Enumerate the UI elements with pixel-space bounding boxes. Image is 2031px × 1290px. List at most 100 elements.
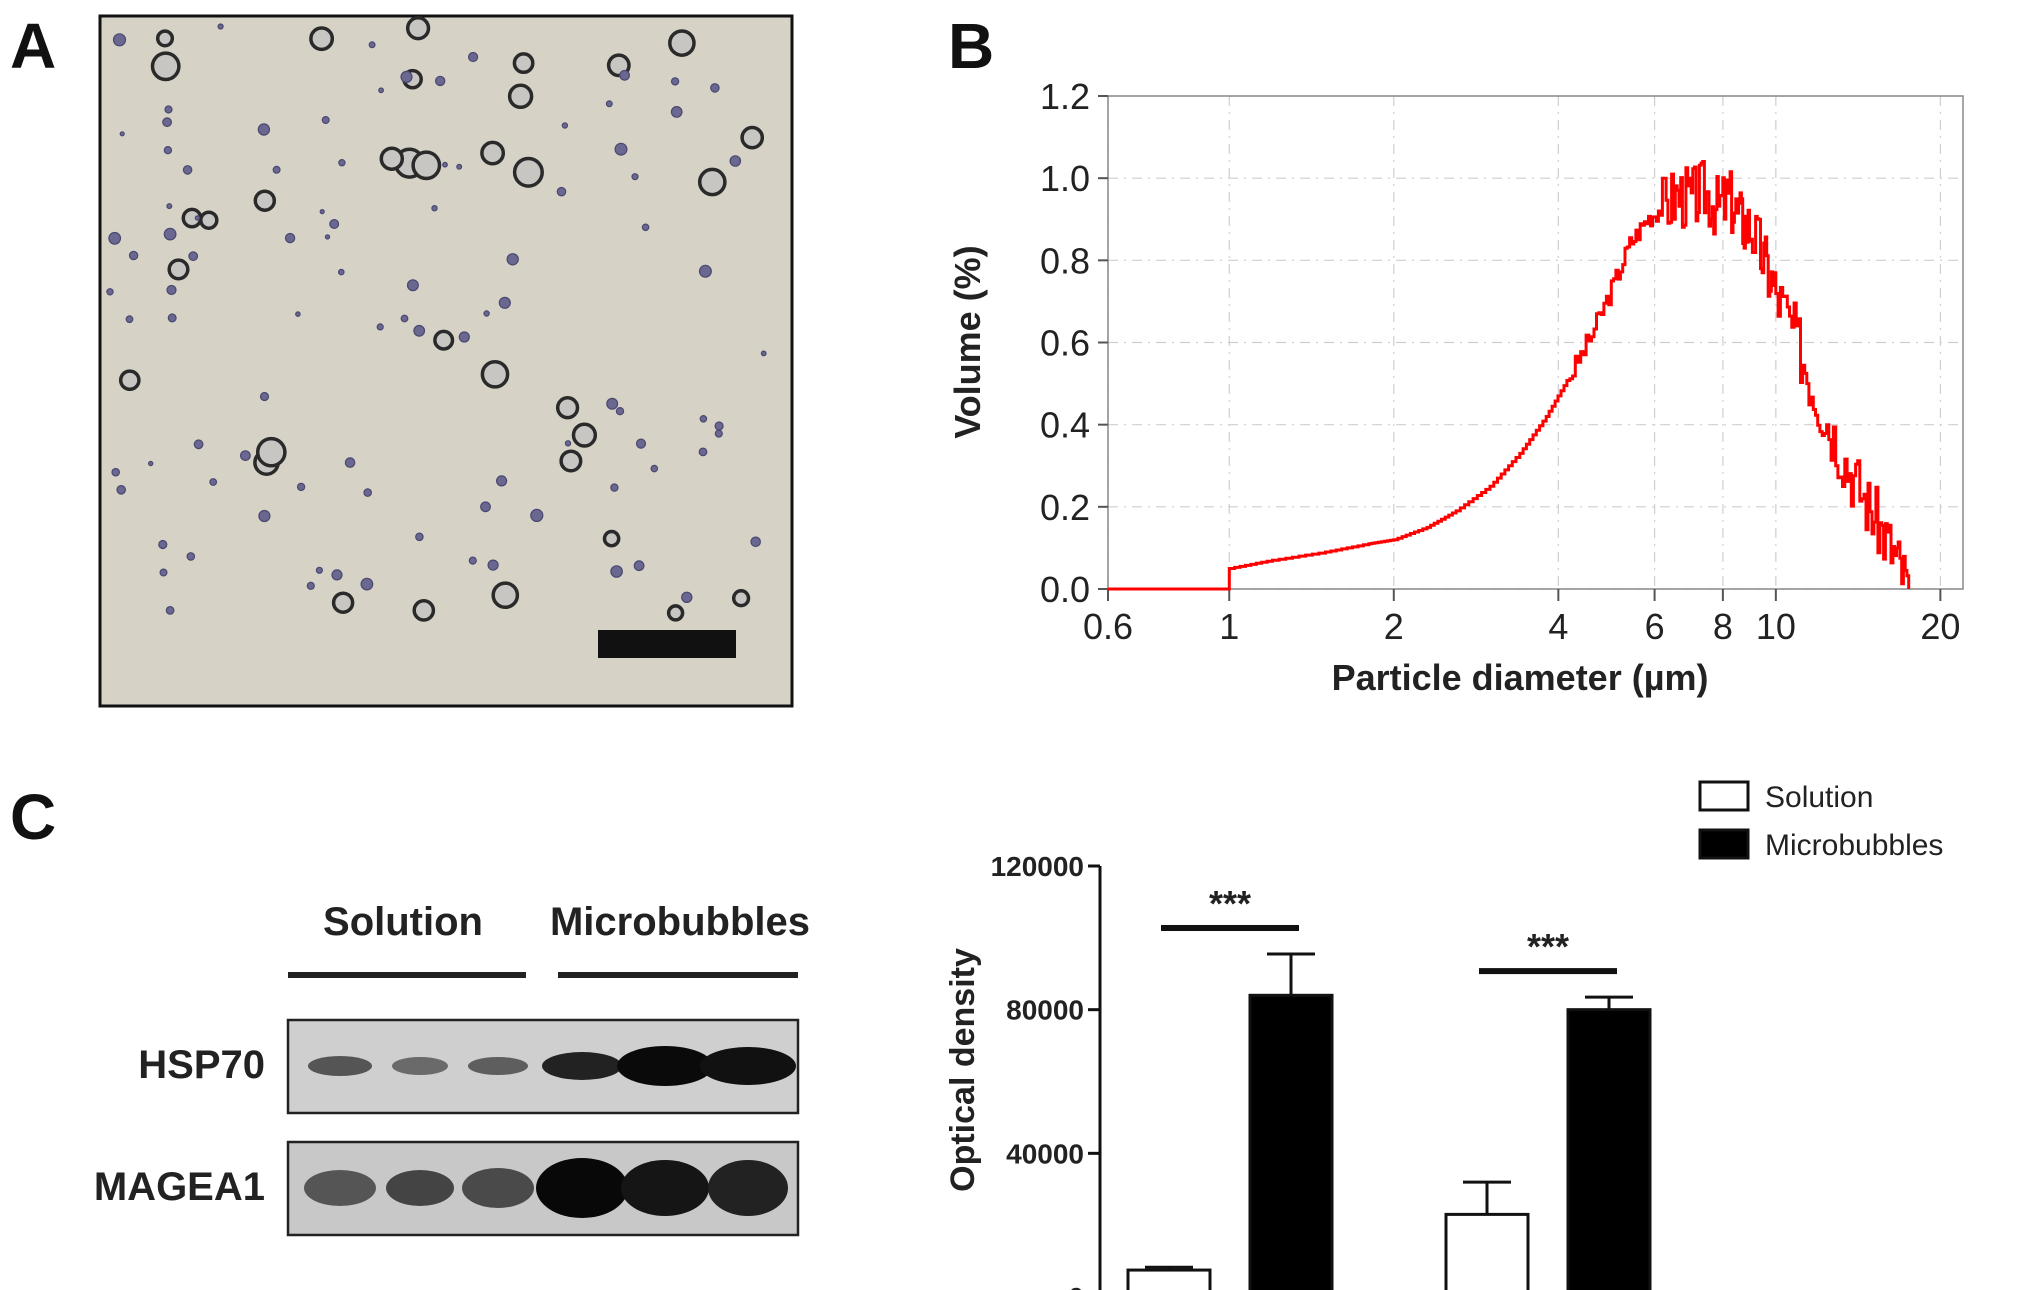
microbubble [698, 447, 708, 457]
microbubble [435, 75, 446, 87]
chart-c-bars: *** *** [1126, 883, 1652, 1290]
microbubble [561, 122, 569, 129]
blot-row-label-magea1: MAGEA1 [94, 1165, 265, 1209]
microbubble [315, 566, 323, 574]
panel-letter-c: C [10, 781, 57, 853]
microbubble [619, 69, 630, 81]
significance-bar [1479, 968, 1617, 975]
microbubble [309, 26, 335, 52]
microbubble [605, 100, 613, 108]
microbubble [530, 508, 544, 522]
microbubble [456, 163, 463, 170]
microbubble [257, 123, 271, 136]
microbubble [507, 83, 534, 110]
microbubble [116, 484, 126, 495]
significance-stars: *** [1209, 883, 1251, 924]
microbubble [118, 369, 141, 392]
microbubble [698, 264, 712, 278]
chart-b-y-label: Volume (%) [947, 245, 988, 438]
microbubble [615, 407, 625, 416]
microbubble [329, 219, 340, 230]
microbubble [650, 464, 659, 473]
microbubble [338, 158, 346, 167]
chart-c-y-label: Optical density [944, 948, 982, 1192]
microbubble [710, 83, 720, 93]
microbubble [631, 173, 639, 181]
microbubble [468, 51, 479, 63]
chart-b-x-tick-label: 4 [1548, 606, 1568, 647]
blot-band-hsp70 [700, 1047, 796, 1085]
chart-b-x-tick-label: 0.6 [1083, 606, 1133, 647]
microbubble [633, 560, 645, 572]
blot-band-hsp70 [308, 1056, 372, 1076]
microbubble [159, 568, 168, 577]
microbubble [272, 165, 281, 174]
microbubble [162, 117, 172, 128]
microbubble [729, 155, 742, 167]
microbubble [166, 284, 177, 296]
microbubble [483, 310, 490, 317]
microbubble [641, 223, 650, 232]
microbubble [378, 87, 385, 94]
blot-band-magea1 [304, 1170, 376, 1206]
microbubble [606, 397, 619, 410]
chart-b-y-tick-label: 0.4 [1040, 405, 1090, 446]
chart-b-x-tick-label: 1 [1219, 606, 1239, 647]
chart-b-y-tick-label: 0.8 [1040, 240, 1090, 281]
microbubble [400, 314, 409, 323]
blot-band-hsp70 [617, 1046, 713, 1086]
microbubble [480, 501, 491, 513]
blot-band-hsp70 [392, 1057, 448, 1075]
microbubble [506, 253, 519, 266]
microbubble [284, 232, 296, 244]
microbubble [258, 509, 271, 523]
microbubble [697, 167, 727, 197]
microbubble [512, 156, 544, 188]
blot-band-hsp70 [542, 1052, 622, 1080]
microbubble [458, 331, 470, 343]
microbubble [239, 450, 251, 462]
chart-b-y-tick-label: 1.0 [1040, 158, 1090, 199]
blot-band-magea1 [386, 1170, 454, 1206]
microbubble [760, 350, 767, 357]
microbubbles [106, 16, 767, 622]
chart-b-grid [1107, 95, 1963, 590]
microbubble [635, 438, 647, 449]
size-distribution-line [1108, 160, 1911, 591]
microbubble [199, 210, 219, 230]
chart-b-y-tick-label: 0.6 [1040, 323, 1090, 364]
microbubble [259, 391, 270, 402]
microbubble [344, 457, 356, 468]
blot-band-magea1 [708, 1160, 788, 1216]
chart-b-x-tick-label: 6 [1645, 606, 1665, 647]
microbubble [319, 209, 325, 215]
microbubble [571, 422, 598, 448]
microbubble [379, 146, 405, 171]
microbubble [670, 77, 680, 86]
chart-b-x-tick-label: 20 [1920, 606, 1960, 647]
microbubble [412, 599, 436, 622]
microbubble [125, 315, 134, 324]
microbubble [150, 51, 181, 82]
legend-label: Solution [1765, 781, 1873, 814]
microbubble [338, 268, 345, 276]
microbubble [167, 258, 190, 281]
microbubble [714, 421, 724, 431]
chart-c-y-tick-label: 40000 [1006, 1138, 1084, 1169]
microbubble [164, 105, 173, 114]
legend-swatch [1698, 780, 1750, 812]
microbubble [431, 204, 438, 212]
microbubble [108, 231, 122, 245]
microbubble [253, 189, 277, 212]
microbubble [295, 311, 301, 317]
microbubble [699, 414, 708, 423]
microbubble [331, 569, 343, 581]
microbubble [411, 150, 442, 181]
microbubble [166, 203, 173, 210]
microbubble [188, 251, 199, 262]
microbubble [360, 577, 374, 591]
microbubble [119, 131, 125, 137]
microbubble [415, 532, 424, 542]
blot-band-magea1 [621, 1160, 709, 1216]
chart-c-y-tick-label: 120000 [991, 851, 1084, 882]
